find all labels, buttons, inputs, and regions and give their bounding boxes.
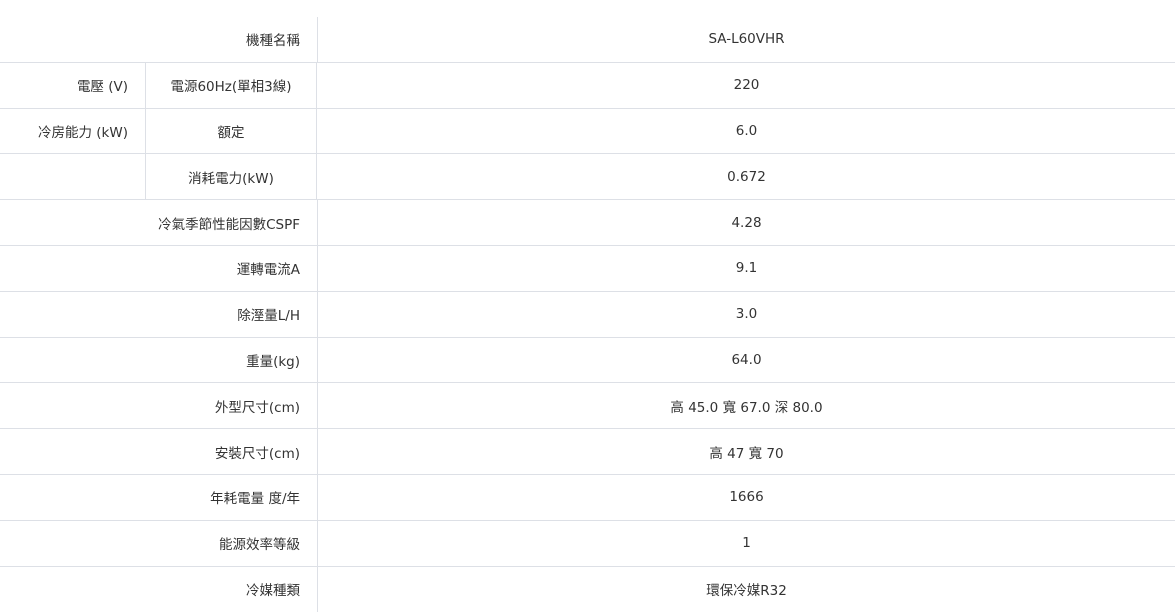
row-label: 能源效率等級 [0,520,318,566]
row-value: 6.0 [735,122,758,139]
row-value: SA-L60VHR [708,31,785,48]
table-row: 除溼量L/H 3.0 [0,291,1175,338]
row-value: 環保冷媒R32 [706,583,787,600]
row-value: 9.1 [735,260,758,277]
row-label: 安裝尺寸(cm) [0,429,318,474]
table-row: 安裝尺寸(cm) 高 47 寬 70 [0,429,1175,475]
row-value: 1 [742,535,751,552]
row-label: 年耗電量 度/年 [0,474,318,520]
table-row: 年耗電量 度/年 1666 [0,474,1175,521]
row-label: 外型尺寸(cm) [0,383,318,429]
row-value: 高 47 寬 70 [709,445,784,462]
table-row: 能源效率等級 1 [0,520,1175,567]
table-row: 電壓 (V) 電源60Hz(單相3線) 220 [0,62,1175,109]
spec-table: 機種名稱 SA-L60VHR 電壓 (V) 電源60Hz(單相3線) 220 冷… [0,17,1175,612]
row-value: 64.0 [731,351,762,368]
row-group-label: 電壓 (V) [0,62,146,108]
table-row: 機種名稱 SA-L60VHR [0,17,1175,63]
row-value: 3.0 [735,306,758,323]
row-label: 電源60Hz(單相3線) [146,62,317,108]
table-row: 外型尺寸(cm) 高 45.0 寬 67.0 深 80.0 [0,383,1175,430]
table-row: 冷房能力 (kW) 額定 6.0 [0,108,1175,155]
table-row: 冷媒種類 環保冷媒R32 [0,566,1175,612]
row-group-label [0,154,146,200]
row-label: 消耗電力(kW) [146,154,317,200]
row-label: 冷氣季節性能因數CSPF [0,200,318,245]
row-value: 1666 [729,489,764,506]
row-value: 4.28 [731,214,762,231]
row-label: 運轉電流A [0,245,318,291]
table-row: 重量(kg) 64.0 [0,337,1175,384]
row-value: 0.672 [727,168,766,185]
row-value: 220 [733,77,760,94]
table-row: 消耗電力(kW) 0.672 [0,154,1175,201]
table-row: 冷氣季節性能因數CSPF 4.28 [0,200,1175,246]
row-group-label: 冷房能力 (kW) [0,108,146,154]
row-label: 重量(kg) [0,337,318,383]
row-label: 額定 [146,108,317,154]
table-row: 運轉電流A 9.1 [0,245,1175,292]
row-label: 機種名稱 [0,17,318,62]
row-value: 高 45.0 寬 67.0 深 80.0 [670,399,823,416]
row-label: 除溼量L/H [0,291,318,337]
row-label: 冷媒種類 [0,566,318,612]
